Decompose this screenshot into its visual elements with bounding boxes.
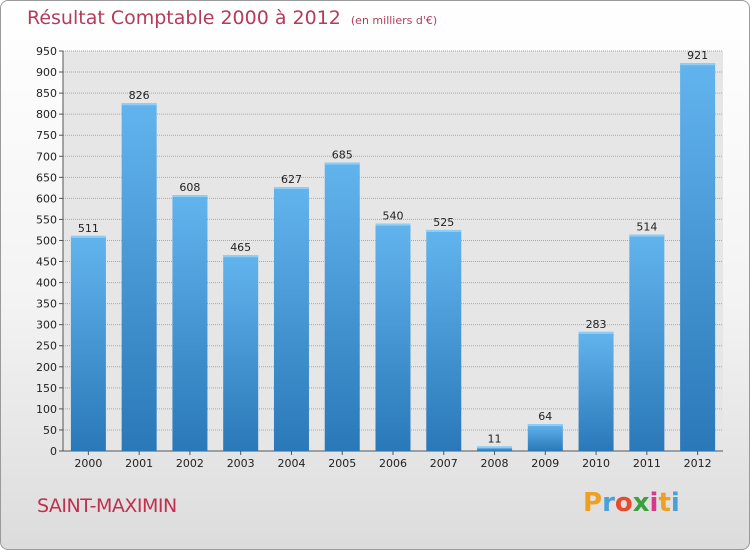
x-tick-label-2001: 2001 <box>125 457 153 470</box>
bar-highlight <box>680 63 716 66</box>
x-tick-label-2006: 2006 <box>379 457 407 470</box>
bar-2008 <box>477 446 513 451</box>
value-labels: 511 826 608 465 627 685 540 525 11 64 283 514 921 <box>78 49 708 445</box>
chart-unit-note: (en milliers d'€) <box>350 14 438 27</box>
x-tick-label-2011: 2011 <box>633 457 661 470</box>
bar-highlight <box>324 162 360 165</box>
logo-letter: i <box>649 488 659 518</box>
y-tick-label: 650 <box>36 171 57 184</box>
y-tick-label: 750 <box>36 129 57 142</box>
logo-letter: i <box>670 488 680 518</box>
logo-letter: r <box>602 488 615 518</box>
bar-2006 <box>375 223 411 451</box>
y-tick-label: 700 <box>36 150 57 163</box>
y-tick-label: 200 <box>36 361 57 374</box>
value-label-2005: 685 <box>332 149 353 162</box>
y-tick-label: 600 <box>36 192 57 205</box>
bar-2005 <box>324 162 360 451</box>
bar-2004 <box>273 187 309 451</box>
value-label-2010: 283 <box>586 318 607 331</box>
bar-highlight <box>70 235 106 238</box>
x-tick-label-2010: 2010 <box>582 457 610 470</box>
x-tick-label-2008: 2008 <box>481 457 509 470</box>
x-tick-label-2003: 2003 <box>227 457 255 470</box>
bar-2002 <box>172 195 208 451</box>
value-label-2000: 511 <box>78 222 99 235</box>
y-tick-label: 250 <box>36 340 57 353</box>
bar-2009 <box>527 424 563 451</box>
x-tick-label-2005: 2005 <box>328 457 356 470</box>
bar-highlight <box>223 255 259 258</box>
y-tick-label: 50 <box>43 424 57 437</box>
logo-letter: o <box>614 488 633 518</box>
bar-2000 <box>70 235 106 451</box>
bar-2003 <box>223 255 259 451</box>
x-tick-label-2009: 2009 <box>531 457 559 470</box>
x-tick-label-2002: 2002 <box>176 457 204 470</box>
axes: 0 50 100 150 200 250 300 350 400 450 500 550 600 650 7… <box>36 45 723 470</box>
value-label-2006: 540 <box>383 210 404 223</box>
bar-highlight <box>375 223 411 226</box>
y-tick-label: 350 <box>36 298 57 311</box>
bar-highlight <box>121 103 157 106</box>
value-label-2012: 921 <box>687 49 708 62</box>
value-label-2009: 64 <box>538 410 552 423</box>
bar-highlight <box>527 424 563 427</box>
chart-title: Résultat Comptable 2000 à 2012 (en millie… <box>27 7 437 29</box>
bars <box>70 63 716 452</box>
value-label-2008: 11 <box>488 432 502 445</box>
x-tick-label-2012: 2012 <box>684 457 712 470</box>
value-label-2004: 627 <box>281 173 302 186</box>
y-tick-label: 300 <box>36 319 57 332</box>
y-tick-label: 900 <box>36 66 57 79</box>
bar-2011 <box>629 234 665 451</box>
value-label-2002: 608 <box>179 181 200 194</box>
bar-2007 <box>426 229 462 451</box>
y-tick-label: 100 <box>36 403 57 416</box>
proxiti-logo[interactable]: Proxiti <box>583 488 680 518</box>
bar-highlight <box>426 229 462 232</box>
bar-2012 <box>680 63 716 452</box>
bar-2001 <box>121 103 157 452</box>
bar-highlight <box>578 331 614 334</box>
value-label-2007: 525 <box>433 216 454 229</box>
bar-highlight <box>273 187 309 189</box>
bar-highlight <box>172 195 208 197</box>
value-label-2011: 514 <box>636 221 657 234</box>
y-tick-label: 500 <box>36 234 57 247</box>
bar-2010 <box>578 331 614 451</box>
y-tick-label: 800 <box>36 108 57 121</box>
value-label-2003: 465 <box>230 241 251 254</box>
logo-letter: P <box>583 488 603 518</box>
x-tick-label-2004: 2004 <box>277 457 305 470</box>
y-tick-label: 150 <box>36 382 57 395</box>
logo-letter: x <box>632 488 650 518</box>
y-tick-label: 950 <box>36 45 57 58</box>
y-tick-label: 850 <box>36 87 57 100</box>
bar-highlight <box>477 446 513 449</box>
x-tick-label-2000: 2000 <box>74 457 102 470</box>
bar-highlight <box>629 234 665 237</box>
city-name: SAINT-MAXIMIN <box>37 495 177 517</box>
y-tick-label: 0 <box>50 445 57 458</box>
logo-letter: t <box>658 488 671 518</box>
y-tick-label: 400 <box>36 277 57 290</box>
x-tick-label-2007: 2007 <box>430 457 458 470</box>
y-tick-label: 450 <box>36 256 57 269</box>
value-label-2001: 826 <box>129 89 150 102</box>
chart-title-text: Résultat Comptable 2000 à 2012 <box>27 7 341 29</box>
y-tick-label: 550 <box>36 213 57 226</box>
